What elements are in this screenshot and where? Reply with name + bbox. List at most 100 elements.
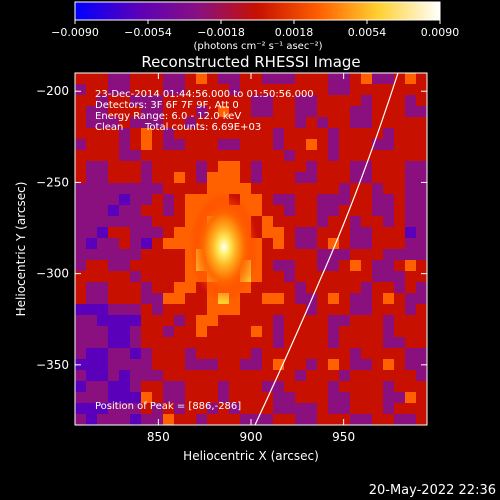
- heatmap-cell: [86, 205, 98, 217]
- heatmap-cell: [339, 348, 351, 360]
- heatmap-cell: [86, 271, 98, 283]
- heatmap-cell: [306, 238, 318, 250]
- heatmap-cell: [141, 370, 153, 382]
- heatmap-cell: [108, 161, 120, 173]
- heatmap-cell: [163, 359, 175, 371]
- heatmap-cell: [218, 128, 230, 140]
- heatmap-cell: [75, 271, 87, 283]
- heatmap-cell: [174, 84, 186, 96]
- heatmap-cell: [141, 106, 153, 118]
- heatmap-cell: [163, 139, 175, 151]
- heatmap-cell: [174, 326, 186, 338]
- heatmap-cell: [262, 95, 274, 107]
- heatmap-cell: [229, 304, 241, 316]
- y-tick-label: −350: [36, 358, 69, 372]
- heatmap-cell: [295, 348, 307, 360]
- heatmap-cell: [405, 84, 417, 96]
- heatmap-cell: [317, 260, 329, 272]
- heatmap-cell: [339, 249, 351, 261]
- heatmap-cell: [317, 161, 329, 173]
- heatmap-cell: [295, 84, 307, 96]
- axis-ticks: 850 900 950 −200 −250 −300 −350: [36, 73, 427, 444]
- heatmap-cell: [152, 150, 164, 162]
- heatmap-cell: [141, 304, 153, 316]
- heatmap-cell: [229, 95, 241, 107]
- heatmap-cell: [416, 106, 427, 118]
- heatmap-cell: [108, 84, 120, 96]
- heatmap-cell: [405, 117, 417, 129]
- heatmap-cell: [130, 194, 142, 206]
- heatmap-cell: [75, 84, 87, 96]
- heatmap-cell: [185, 161, 197, 173]
- heatmap-cell: [86, 95, 98, 107]
- heatmap-cell: [361, 260, 373, 272]
- heatmap-cell: [196, 73, 208, 85]
- heatmap-cell: [383, 161, 395, 173]
- heatmap-cell: [251, 348, 263, 360]
- heatmap-cell: [383, 128, 395, 140]
- heatmap-cell: [262, 249, 274, 261]
- heatmap-cell: [86, 293, 98, 305]
- heatmap-cell: [295, 249, 307, 261]
- heatmap-cell: [350, 392, 362, 404]
- heatmap-cell: [317, 117, 329, 129]
- peak-source: [190, 192, 258, 302]
- heatmap-cell: [86, 403, 98, 415]
- heatmap-cell: [97, 381, 109, 393]
- heatmap-cell: [372, 216, 384, 228]
- heatmap-cell: [196, 172, 208, 184]
- heatmap-cell: [361, 392, 373, 404]
- heatmap-cell: [75, 183, 87, 195]
- heatmap-cell: [262, 282, 274, 294]
- heatmap-cell: [218, 381, 230, 393]
- heatmap-cell: [317, 271, 329, 283]
- heatmap-cell: [97, 238, 109, 250]
- heatmap-cell: [218, 348, 230, 360]
- heatmap-cell: [130, 172, 142, 184]
- heatmap-cell: [141, 293, 153, 305]
- heatmap-cell: [273, 271, 285, 283]
- heatmap-cell: [273, 348, 285, 360]
- heatmap-cell: [196, 337, 208, 349]
- heatmap-cell: [196, 392, 208, 404]
- heatmap-cell: [207, 348, 219, 360]
- heatmap-cell: [306, 359, 318, 371]
- heatmap-cell: [207, 381, 219, 393]
- heatmap-cell: [119, 249, 131, 261]
- heatmap-cell: [86, 238, 98, 250]
- heatmap-cell: [152, 139, 164, 151]
- heatmap-cell: [229, 84, 241, 96]
- heatmap-cell: [119, 227, 131, 239]
- heatmap-cell: [141, 216, 153, 228]
- heatmap-cell: [196, 315, 208, 327]
- heatmap-cell: [97, 150, 109, 162]
- heatmap-cell: [141, 194, 153, 206]
- heatmap-cell: [207, 172, 219, 184]
- heatmap-cell: [141, 403, 153, 415]
- heatmap-cell: [350, 183, 362, 195]
- heatmap-cell: [372, 95, 384, 107]
- heatmap-cell: [108, 139, 120, 151]
- heatmap-cell: [141, 414, 153, 425]
- heatmap-cell: [328, 194, 340, 206]
- heatmap-cell: [350, 403, 362, 415]
- heatmap-cell: [152, 216, 164, 228]
- heatmap-cell: [328, 414, 340, 425]
- heatmap-cell: [273, 128, 285, 140]
- heatmap-cell: [405, 216, 417, 228]
- heatmap-cell: [152, 304, 164, 316]
- heatmap-cell: [152, 238, 164, 250]
- heatmap-cell: [306, 282, 318, 294]
- heatmap-cell: [251, 260, 263, 272]
- heatmap-cell: [394, 403, 406, 415]
- heatmap-cell: [119, 348, 131, 360]
- heatmap-cell: [185, 84, 197, 96]
- heatmap-cell: [416, 282, 427, 294]
- heatmap-cell: [163, 337, 175, 349]
- heatmap-cell: [218, 183, 230, 195]
- heatmap-cell: [163, 348, 175, 360]
- heatmap-cell: [174, 73, 186, 85]
- heatmap-cell: [108, 216, 120, 228]
- heatmap-cell: [152, 260, 164, 272]
- heatmap-cell: [229, 348, 241, 360]
